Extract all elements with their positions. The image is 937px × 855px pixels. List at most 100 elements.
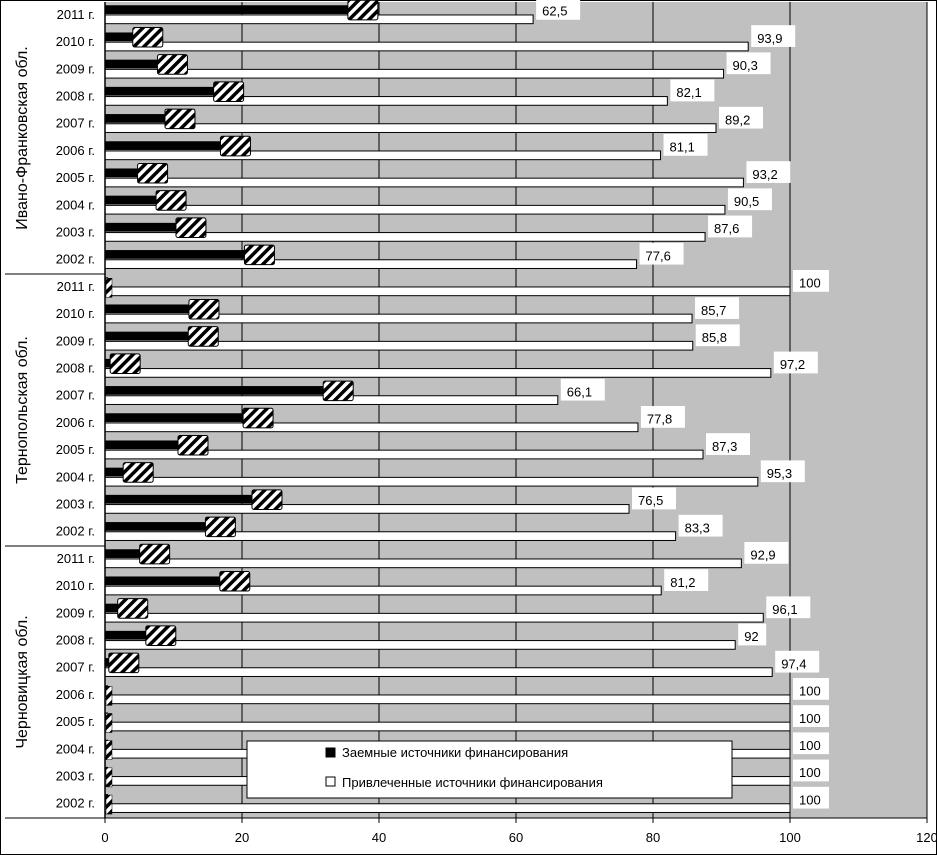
legend-symbol-attracted [325,776,336,787]
bar-attracted [104,368,772,378]
borrowed-marker [188,298,220,320]
value-label-attracted: 76,5 [638,493,663,508]
borrowed-marker [155,190,187,211]
value-label-bg [746,161,791,183]
bar-borrowed [105,331,203,341]
borrowed-marker [243,244,275,266]
year-label: 2006 г. [56,687,95,702]
bar-attracted [104,150,662,161]
group-label: Ивано-Франковская обл. [14,46,31,229]
value-label-bg [738,623,767,646]
value-label-bg [793,705,829,727]
value-label-bg [751,25,796,47]
value-label-bg [773,351,818,374]
bar-borrowed [105,59,172,69]
value-label-bg [664,569,709,591]
year-label: 2010 г. [56,306,95,321]
bar-borrowed [105,630,160,640]
bar-attracted [104,286,791,297]
borrowed-marker [137,162,169,184]
bar-attracted [104,721,791,732]
year-label: 2008 г. [56,632,95,647]
value-label-bg [632,487,677,510]
legend-symbol-borrowed [325,747,336,758]
bar-borrowed [105,5,362,14]
bar-attracted [104,422,639,433]
year-label: 2002 г. [56,252,95,267]
value-label-attracted: 100 [799,765,821,780]
bar-borrowed [105,576,234,586]
bar-borrowed [105,195,171,205]
value-label-attracted: 77,8 [647,412,672,427]
year-label: 2003 г. [56,496,95,511]
borrowed-marker [164,108,196,130]
value-label-attracted: 81,1 [670,140,695,155]
value-label-bg [536,0,581,20]
legend: Заемные источники финансирования Привлеч… [246,740,733,799]
value-label-bg [719,106,764,129]
value-label-attracted: 83,3 [685,520,710,535]
year-label: 2005 г. [56,442,95,457]
value-label-attracted: 89,2 [725,112,750,127]
bar-attracted [104,68,725,79]
value-label-attracted: 95,3 [767,466,792,481]
borrowed-marker [122,462,154,483]
value-label-bg [695,297,740,319]
legend-label-attracted: Привлеченные источники финансирования [342,775,603,790]
borrowed-marker [105,686,113,706]
borrowed-marker [105,767,113,788]
category-axis: 2011 г. 2010 г. 2009 г. 2008 г. 2007 г. 2006 … [5,7,105,819]
bar-borrowed [105,86,228,96]
x-tick-label: 100 [779,830,801,845]
borrowed-marker [187,326,219,347]
value-label-bg [695,324,740,347]
bar-attracted [104,585,662,596]
x-tick-label: 60 [509,830,523,845]
value-label-attracted: 100 [799,276,821,291]
value-label-bg [670,79,715,102]
borrowed-marker [242,407,274,429]
value-label-attracted: 85,7 [701,303,726,318]
value-label-attracted: 97,4 [781,656,806,671]
year-label: 2011 г. [57,7,95,22]
value-label-attracted: 93,9 [757,31,782,46]
value-label-attracted: 66,1 [567,384,592,399]
x-tick-label: 0 [101,830,108,845]
value-label-attracted: 97,2 [780,357,805,372]
bar-attracted [104,803,791,813]
value-label-bg [744,542,789,564]
value-label-attracted: 100 [799,711,821,726]
borrowed-marker [117,598,149,619]
borrowed-marker [251,489,283,510]
value-label-attracted: 100 [799,738,821,753]
bar-borrowed [105,304,203,314]
year-label: 2005 г. [56,170,95,185]
year-label: 2006 г. [56,143,95,158]
x-tick-label: 40 [372,830,386,845]
value-label-bg [793,270,829,292]
bar-attracted [104,504,630,514]
bar-attracted [104,667,773,677]
value-label-attracted: 62,5 [542,4,567,19]
year-label: 2009 г. [56,61,95,76]
borrowed-marker [204,516,236,538]
year-label: 2007 г. [56,388,95,403]
value-label-bg [793,786,829,809]
value-label-bg [793,732,829,755]
borrowed-marker [105,794,113,815]
year-label: 2003 г. [56,224,95,239]
value-label-attracted: 90,3 [733,58,758,73]
bar-attracted [104,612,764,623]
x-tick-label: 20 [235,830,249,845]
bar-borrowed [105,386,338,395]
year-label: 2004 г. [56,469,95,484]
year-label: 2006 г. [56,415,95,430]
borrowed-marker [139,543,171,565]
borrowed-marker [213,81,245,102]
value-label-attracted: 82,1 [676,85,701,100]
borrowed-marker [219,570,251,592]
year-label: 2008 г. [56,360,95,375]
x-tick-label: 120 [916,830,937,845]
bar-borrowed [105,32,147,42]
value-label-attracted: 77,6 [646,248,671,263]
